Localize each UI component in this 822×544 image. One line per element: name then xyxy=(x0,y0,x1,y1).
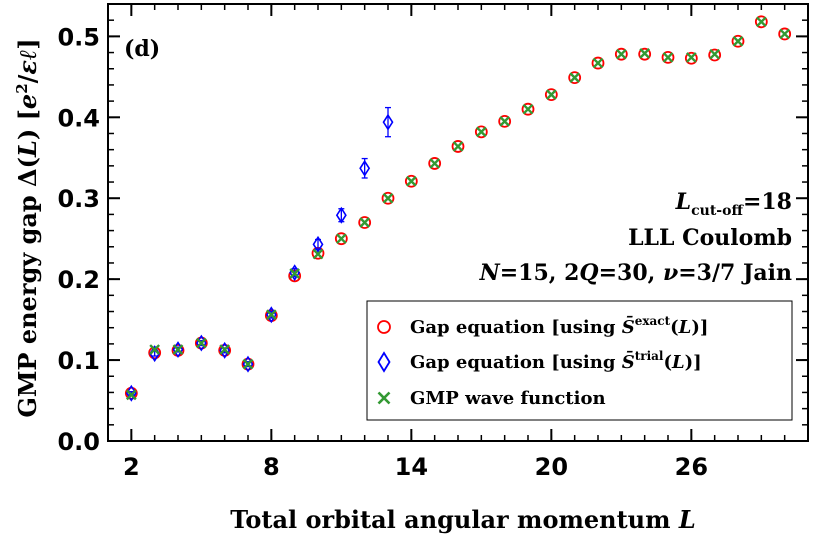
point-gmp xyxy=(569,72,581,83)
legend-box xyxy=(366,300,793,421)
legend-label-gmp: GMP wave function xyxy=(410,388,606,409)
point-exact xyxy=(614,47,628,61)
point-exact xyxy=(218,343,232,357)
point-gmp xyxy=(545,89,557,100)
point-gmp xyxy=(335,233,347,245)
legend-label-trial: Gap equation [using S̄trial(L)] xyxy=(410,349,702,373)
point-trial xyxy=(359,159,371,177)
y-tick-label: 0.4 xyxy=(57,104,100,132)
legend-marker-gmp xyxy=(377,391,391,405)
point-gmp xyxy=(405,175,417,187)
point-exact xyxy=(451,140,465,153)
point-gmp xyxy=(475,126,487,138)
point-trial xyxy=(335,206,347,224)
point-gmp xyxy=(125,389,137,401)
point-gmp xyxy=(755,16,767,28)
legend-label-exact: Gap equation [using S̄exact(L)] xyxy=(410,314,708,338)
x-axis-label: Total orbital angular momentum L xyxy=(230,505,695,534)
point-exact xyxy=(638,47,652,61)
point-exact xyxy=(591,56,605,70)
point-gmp xyxy=(359,217,371,228)
point-exact xyxy=(684,51,698,65)
point-exact xyxy=(754,15,768,29)
x-tick-label: 20 xyxy=(535,453,568,481)
point-exact xyxy=(428,157,442,170)
point-exact xyxy=(241,357,255,371)
point-exact xyxy=(498,114,512,128)
point-exact xyxy=(568,71,582,85)
point-gmp xyxy=(592,57,604,69)
point-gmp xyxy=(662,52,674,63)
point-exact xyxy=(474,125,488,139)
legend-marker-trial xyxy=(377,351,391,373)
legend: Gap equation [using S̄exact(L)] Gap equa… xyxy=(366,300,793,421)
point-trial xyxy=(312,235,324,253)
point-gmp xyxy=(312,248,324,260)
annotation-coulomb: LLL Coulomb xyxy=(628,225,792,251)
legend-marker-exact xyxy=(377,320,391,334)
point-gmp xyxy=(709,48,721,60)
point-gmp xyxy=(195,337,207,349)
x-tick-label: 26 xyxy=(675,453,708,481)
axes: 2 8 14 20 26 0.0 0.1 0.2 0.3 0.4 0.5 xyxy=(57,3,809,481)
point-gmp xyxy=(265,309,277,321)
point-gmp xyxy=(429,158,441,169)
x-tick-label: 8 xyxy=(263,453,280,481)
y-tick-label: 0.0 xyxy=(57,428,100,456)
point-gmp xyxy=(382,192,394,204)
y-tick-label: 0.1 xyxy=(57,347,100,375)
point-trial xyxy=(382,113,394,131)
point-exact xyxy=(124,386,138,400)
point-exact xyxy=(521,102,535,116)
point-gmp xyxy=(499,115,511,127)
y-tick-label: 0.3 xyxy=(57,185,100,213)
y-tick-label: 0.5 xyxy=(57,23,100,51)
point-gmp xyxy=(685,52,697,63)
point-gmp xyxy=(289,268,301,279)
point-gmp xyxy=(149,344,161,355)
annotation-lcutoff: Lcut-off=18 xyxy=(675,189,792,219)
point-gmp xyxy=(522,103,534,115)
point-exact xyxy=(404,174,418,188)
point-gmp xyxy=(452,141,464,152)
point-gmp xyxy=(639,48,651,59)
plot-area xyxy=(124,15,792,402)
point-exact xyxy=(194,336,208,350)
point-gmp xyxy=(172,344,184,355)
point-exact xyxy=(544,88,558,102)
point-exact xyxy=(358,216,372,229)
point-exact xyxy=(708,48,722,62)
x-tick-label: 2 xyxy=(123,453,140,481)
point-exact xyxy=(334,232,348,246)
point-gmp xyxy=(615,48,627,60)
panel-label: (d) xyxy=(124,36,160,62)
point-gmp xyxy=(732,35,744,47)
point-exact xyxy=(778,27,792,41)
x-tick-label: 14 xyxy=(395,453,428,481)
annotation-system: N=15, 2Q=30, ν=3/7 Jain xyxy=(479,260,792,286)
y-tick-label: 0.2 xyxy=(57,266,100,294)
point-gmp xyxy=(779,28,791,40)
point-exact xyxy=(661,51,675,64)
y-axis-label: GMP energy gap Δ(L) [e2/εℓ] xyxy=(13,38,42,417)
point-gmp xyxy=(242,358,254,370)
point-exact xyxy=(381,191,395,205)
point-exact xyxy=(731,34,745,48)
point-gmp xyxy=(219,344,231,355)
